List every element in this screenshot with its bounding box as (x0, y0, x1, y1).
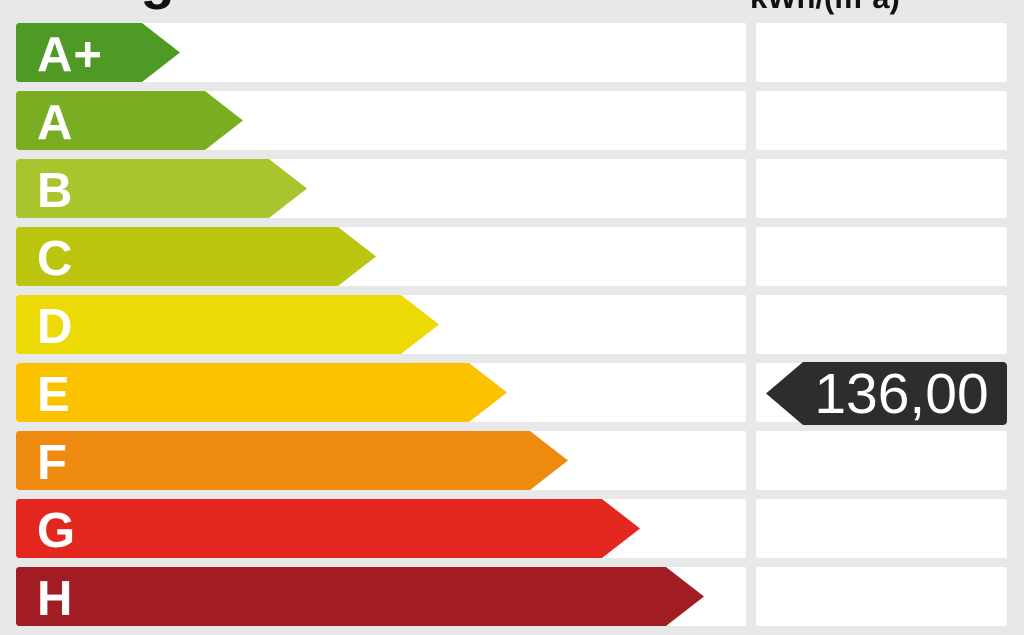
energy-class-band: A+ (16, 23, 180, 82)
energy-class-label: F (37, 436, 68, 490)
value-cell (756, 23, 1007, 82)
value-cell (756, 227, 1007, 286)
energy-class-band: D (16, 295, 439, 354)
energy-class-band: G (16, 499, 640, 558)
energy-class-label: C (37, 232, 74, 286)
energy-class-label: A+ (37, 28, 104, 82)
energy-class-band: A (16, 91, 243, 150)
energy-class-band: F (16, 431, 568, 490)
value-cell (756, 499, 1007, 558)
energy-class-label: D (37, 300, 74, 354)
energy-class-label: E (37, 368, 71, 422)
energy-class-row: C (0, 227, 1024, 286)
energy-class-row: F (0, 431, 1024, 490)
chart-title: Energieverbrauch (16, 0, 492, 7)
energy-class-band: E (16, 363, 507, 422)
scale-rows: A+ A B C D E (0, 23, 1024, 635)
value-badge: 136,00 (766, 362, 1007, 425)
energy-class-row: D (0, 295, 1024, 354)
energy-class-label: H (37, 572, 74, 626)
value-badge-text: 136,00 (814, 362, 989, 426)
energy-class-label: A (37, 96, 74, 150)
value-cell (756, 91, 1007, 150)
energy-class-label: G (37, 504, 77, 558)
energy-class-band: B (16, 159, 307, 218)
energy-class-row: A (0, 91, 1024, 150)
energy-class-row: A+ (0, 23, 1024, 82)
value-cell (756, 431, 1007, 490)
unit-label: kWh/(m²a) (750, 0, 900, 13)
energy-class-label: B (37, 164, 74, 218)
value-cell (756, 295, 1007, 354)
energy-class-row: B (0, 159, 1024, 218)
value-cell (756, 159, 1007, 218)
energy-rating-widget: Energieverbrauch kWh/(m²a) A+ A B C D (16, 0, 1007, 626)
energy-class-band: C (16, 227, 376, 286)
energy-class-row: G (0, 499, 1024, 558)
